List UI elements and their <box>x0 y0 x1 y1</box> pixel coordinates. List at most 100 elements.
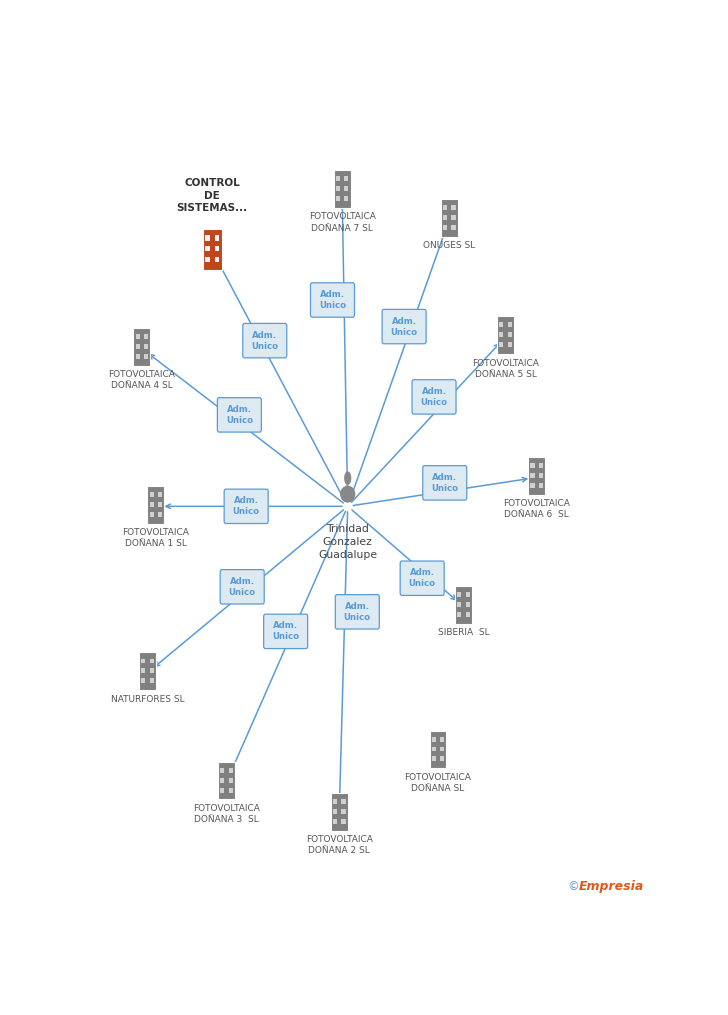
FancyBboxPatch shape <box>457 612 461 617</box>
FancyBboxPatch shape <box>144 334 148 339</box>
Text: Adm.
Unico: Adm. Unico <box>344 602 371 622</box>
FancyBboxPatch shape <box>432 747 436 751</box>
FancyBboxPatch shape <box>150 659 154 664</box>
FancyBboxPatch shape <box>539 463 543 468</box>
FancyBboxPatch shape <box>333 809 337 814</box>
FancyBboxPatch shape <box>310 283 355 317</box>
FancyBboxPatch shape <box>229 788 233 793</box>
FancyBboxPatch shape <box>508 342 512 347</box>
Text: FOTOVOLTAICA
DOÑANA 2 SL: FOTOVOLTAICA DOÑANA 2 SL <box>306 835 373 856</box>
FancyBboxPatch shape <box>220 788 224 793</box>
FancyBboxPatch shape <box>441 199 458 236</box>
Text: Adm.
Unico: Adm. Unico <box>229 577 256 597</box>
FancyBboxPatch shape <box>336 177 340 182</box>
FancyBboxPatch shape <box>423 466 467 500</box>
FancyBboxPatch shape <box>141 659 145 664</box>
Ellipse shape <box>345 472 351 484</box>
FancyBboxPatch shape <box>133 328 150 365</box>
FancyBboxPatch shape <box>430 731 446 768</box>
FancyBboxPatch shape <box>499 342 504 347</box>
FancyBboxPatch shape <box>531 463 534 468</box>
Text: NATURFORES SL: NATURFORES SL <box>111 694 184 703</box>
Text: Adm.
Unico: Adm. Unico <box>232 496 260 517</box>
FancyBboxPatch shape <box>336 196 340 201</box>
FancyBboxPatch shape <box>203 228 221 270</box>
Text: CONTROL
DE
SISTEMAS...: CONTROL DE SISTEMAS... <box>177 179 248 213</box>
Text: Adm.
Unico: Adm. Unico <box>421 387 448 407</box>
FancyBboxPatch shape <box>150 492 154 497</box>
FancyBboxPatch shape <box>451 205 456 210</box>
FancyBboxPatch shape <box>264 614 308 649</box>
FancyBboxPatch shape <box>344 186 348 191</box>
FancyBboxPatch shape <box>344 177 348 182</box>
FancyBboxPatch shape <box>499 323 504 328</box>
FancyBboxPatch shape <box>218 398 261 432</box>
FancyBboxPatch shape <box>215 246 219 252</box>
Text: FOTOVOLTAICA
DOÑANA 1 SL: FOTOVOLTAICA DOÑANA 1 SL <box>122 528 189 548</box>
Text: Adm.
Unico: Adm. Unico <box>226 405 253 425</box>
FancyBboxPatch shape <box>341 799 346 804</box>
FancyBboxPatch shape <box>341 809 346 814</box>
FancyBboxPatch shape <box>440 756 444 761</box>
FancyBboxPatch shape <box>144 344 148 349</box>
FancyBboxPatch shape <box>443 225 447 230</box>
FancyBboxPatch shape <box>158 512 162 517</box>
FancyBboxPatch shape <box>150 678 154 683</box>
FancyBboxPatch shape <box>220 768 224 772</box>
Text: FOTOVOLTAICA
DOÑANA 7 SL: FOTOVOLTAICA DOÑANA 7 SL <box>309 212 376 232</box>
FancyBboxPatch shape <box>529 457 545 494</box>
FancyBboxPatch shape <box>218 762 235 800</box>
FancyBboxPatch shape <box>215 235 219 241</box>
FancyBboxPatch shape <box>508 332 512 337</box>
FancyBboxPatch shape <box>139 653 156 690</box>
Text: FOTOVOLTAICA
DOÑANA 4 SL: FOTOVOLTAICA DOÑANA 4 SL <box>108 370 175 391</box>
FancyBboxPatch shape <box>158 492 162 497</box>
FancyBboxPatch shape <box>508 323 512 328</box>
FancyBboxPatch shape <box>531 473 534 478</box>
FancyBboxPatch shape <box>451 225 456 230</box>
Text: ©: © <box>568 880 579 893</box>
FancyBboxPatch shape <box>432 756 436 761</box>
FancyBboxPatch shape <box>451 215 456 220</box>
FancyBboxPatch shape <box>432 737 436 742</box>
FancyBboxPatch shape <box>242 324 287 358</box>
Text: Empresia: Empresia <box>579 880 644 893</box>
Text: ONUGES SL: ONUGES SL <box>423 242 475 251</box>
FancyBboxPatch shape <box>440 737 444 742</box>
FancyBboxPatch shape <box>141 669 145 673</box>
FancyBboxPatch shape <box>150 512 154 517</box>
Text: Trinidad
Gonzalez
Guadalupe: Trinidad Gonzalez Guadalupe <box>318 524 377 560</box>
Text: FOTOVOLTAICA
DOÑANA 6  SL: FOTOVOLTAICA DOÑANA 6 SL <box>503 499 570 520</box>
FancyBboxPatch shape <box>220 569 264 604</box>
FancyBboxPatch shape <box>215 257 219 262</box>
FancyBboxPatch shape <box>341 819 346 824</box>
Text: Adm.
Unico: Adm. Unico <box>251 331 278 351</box>
Text: Adm.
Unico: Adm. Unico <box>431 473 459 493</box>
FancyBboxPatch shape <box>150 669 154 673</box>
Text: Adm.
Unico: Adm. Unico <box>390 317 418 337</box>
Text: FOTOVOLTAICA
DOÑANA SL: FOTOVOLTAICA DOÑANA SL <box>405 772 472 793</box>
FancyBboxPatch shape <box>331 793 348 830</box>
Ellipse shape <box>341 486 355 501</box>
FancyBboxPatch shape <box>400 561 444 596</box>
FancyBboxPatch shape <box>205 246 210 252</box>
FancyBboxPatch shape <box>150 502 154 506</box>
FancyBboxPatch shape <box>466 612 470 617</box>
FancyBboxPatch shape <box>466 602 470 607</box>
Text: Adm.
Unico: Adm. Unico <box>408 568 436 589</box>
FancyBboxPatch shape <box>455 586 472 623</box>
FancyBboxPatch shape <box>220 777 224 783</box>
FancyBboxPatch shape <box>440 747 444 751</box>
FancyBboxPatch shape <box>457 592 461 597</box>
FancyBboxPatch shape <box>466 592 470 597</box>
FancyBboxPatch shape <box>443 215 447 220</box>
Text: SIBERIA  SL: SIBERIA SL <box>438 628 489 637</box>
Text: FOTOVOLTAICA
DOÑANA 5 SL: FOTOVOLTAICA DOÑANA 5 SL <box>472 358 539 379</box>
FancyBboxPatch shape <box>382 310 426 344</box>
FancyBboxPatch shape <box>336 595 379 629</box>
FancyBboxPatch shape <box>333 799 337 804</box>
Text: FOTOVOLTAICA
DOÑANA 3  SL: FOTOVOLTAICA DOÑANA 3 SL <box>193 804 260 824</box>
FancyBboxPatch shape <box>336 186 340 191</box>
FancyBboxPatch shape <box>135 354 140 359</box>
FancyBboxPatch shape <box>141 678 145 683</box>
